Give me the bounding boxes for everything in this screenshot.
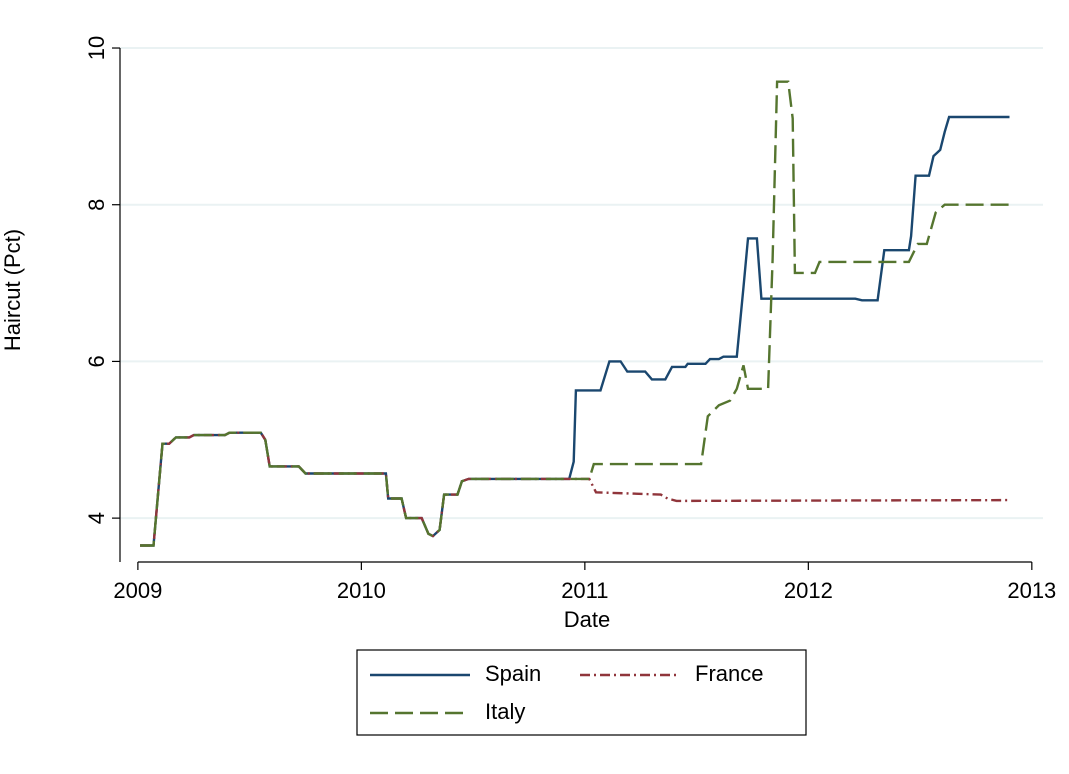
x-tick-label: 2013 <box>1007 578 1056 603</box>
legend-label: Italy <box>485 699 525 724</box>
y-axis-title: Haircut (Pct) <box>0 229 25 351</box>
x-tick-label: 2009 <box>113 578 162 603</box>
y-tick-label: 8 <box>84 199 109 211</box>
x-tick-label: 2012 <box>784 578 833 603</box>
y-tick-label: 4 <box>84 512 109 524</box>
legend-label: France <box>695 661 763 686</box>
y-tick-label: 10 <box>84 36 109 60</box>
x-tick-label: 2010 <box>337 578 386 603</box>
series-line <box>140 80 1010 547</box>
x-tick-label: 2011 <box>561 578 608 603</box>
legend-label: Spain <box>485 661 541 686</box>
y-tick-label: 6 <box>84 355 109 367</box>
x-axis-title: Date <box>564 607 610 632</box>
legend-box <box>356 649 807 736</box>
